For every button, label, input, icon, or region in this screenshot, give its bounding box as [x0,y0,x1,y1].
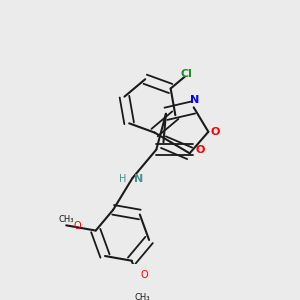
Text: N: N [190,95,200,105]
Text: CH₃: CH₃ [58,215,74,224]
Text: N: N [134,174,143,184]
Text: CH₃: CH₃ [134,293,150,300]
Text: O: O [73,221,81,231]
Text: O: O [211,127,220,137]
Text: O: O [196,145,205,154]
Text: H: H [119,174,127,184]
Text: Cl: Cl [180,69,192,79]
Text: O: O [140,271,148,281]
